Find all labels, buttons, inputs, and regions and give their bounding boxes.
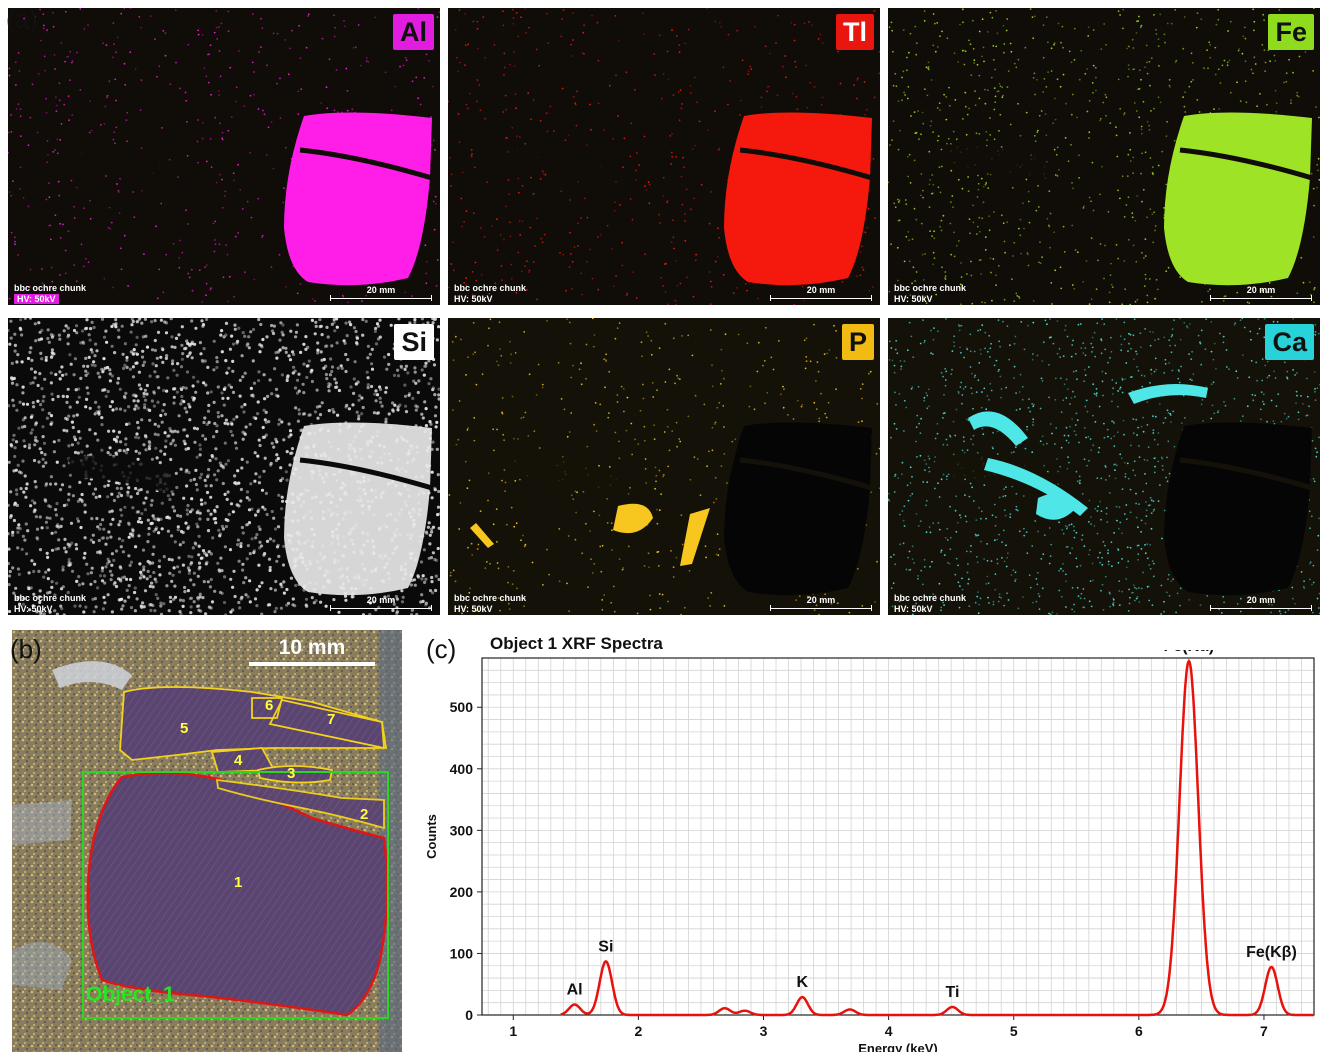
sample-name: bbc ochre chunk bbox=[894, 283, 967, 293]
region-label-1: 1 bbox=[234, 874, 243, 891]
scale-bar-label: 10 mm bbox=[278, 636, 346, 659]
region-label-3: 3 bbox=[287, 765, 296, 782]
map-scale-bar bbox=[1210, 605, 1312, 611]
peak-label: Al bbox=[567, 982, 583, 999]
map-scale-label: 20 mm bbox=[806, 285, 836, 295]
element-map-si: Si bbc ochre chunk HV: 50kV 20 mm bbox=[8, 318, 440, 615]
sample-name: bbc ochre chunk bbox=[894, 593, 967, 603]
x-tick-label: 3 bbox=[760, 1023, 768, 1039]
voltage-label: HV: 50kV bbox=[454, 294, 493, 304]
map-scale-bar bbox=[330, 605, 432, 611]
y-tick-label: 200 bbox=[450, 884, 474, 900]
panel-c-letter: (c) bbox=[426, 634, 457, 664]
roi-label: Object_1 bbox=[86, 983, 175, 1006]
photo-drawing bbox=[12, 630, 402, 1052]
voltage-label: HV: 50kV bbox=[894, 294, 933, 304]
element-map-drawing bbox=[8, 8, 440, 305]
peak-label: Ti bbox=[945, 984, 959, 1001]
voltage-label: HV: 50kV bbox=[894, 604, 933, 614]
y-tick-label: 0 bbox=[465, 1007, 473, 1023]
peak-label: Si bbox=[598, 938, 613, 955]
xrf-spectrum-chart: 0 100 200 300 400 500 1 2 3 4 5 6 7 Energy (keV) Count… bbox=[424, 650, 1315, 1052]
voltage-label: HV: 50kV bbox=[454, 604, 493, 614]
x-tick-label: 6 bbox=[1135, 1023, 1143, 1039]
region-label-7: 7 bbox=[327, 711, 336, 728]
element-map-al: Al bbc ochre chunk HV: 50kV 20 mm bbox=[8, 8, 440, 305]
map-scale-label: 20 mm bbox=[1246, 595, 1276, 605]
element-map-drawing bbox=[448, 318, 880, 615]
map-scale-bar bbox=[770, 605, 872, 611]
element-map-tl: Tl bbc ochre chunk HV: 50kV 20 mm bbox=[448, 8, 880, 305]
map-scale-label: 20 mm bbox=[366, 595, 396, 605]
element-badge: Al bbox=[393, 14, 434, 50]
element-map-ca: Ca bbc ochre chunk HV: 50kV 20 mm bbox=[888, 318, 1320, 615]
voltage-label: HV: 50kV bbox=[14, 294, 59, 304]
region-label-6: 6 bbox=[265, 697, 274, 714]
spectrum-line bbox=[560, 659, 1314, 1017]
panel-a-letter: (a) bbox=[6, 4, 38, 34]
voltage-label: HV: 50kV bbox=[14, 604, 53, 614]
y-tick-label: 300 bbox=[450, 822, 474, 838]
x-tick-label: 7 bbox=[1260, 1023, 1268, 1039]
map-scale-label: 20 mm bbox=[366, 285, 396, 295]
element-badge: Si bbox=[394, 324, 434, 360]
element-map-drawing bbox=[888, 318, 1320, 615]
sample-name: bbc ochre chunk bbox=[14, 593, 87, 603]
map-scale-bar bbox=[770, 295, 872, 301]
map-scale-bar bbox=[330, 295, 432, 301]
element-map-drawing bbox=[448, 8, 880, 305]
map-scale-label: 20 mm bbox=[806, 595, 836, 605]
x-tick-label: 4 bbox=[885, 1023, 893, 1039]
element-badge: Fe bbox=[1268, 14, 1314, 50]
chart-title: Object 1 XRF Spectra bbox=[490, 634, 663, 653]
element-badge: Tl bbox=[836, 14, 874, 50]
element-map-drawing bbox=[888, 8, 1320, 305]
region-label-4: 4 bbox=[234, 752, 243, 769]
region-label-2: 2 bbox=[360, 806, 369, 823]
element-badge: Ca bbox=[1265, 324, 1314, 360]
panel-b-letter: (b) bbox=[10, 634, 42, 664]
x-tick-label: 1 bbox=[509, 1023, 517, 1039]
y-axis-label: Counts bbox=[424, 814, 439, 859]
sample-name: bbc ochre chunk bbox=[14, 283, 87, 293]
y-tick-label: 100 bbox=[450, 945, 474, 961]
peak-label: Fe(Kβ) bbox=[1246, 944, 1297, 961]
x-tick-label: 2 bbox=[634, 1023, 642, 1039]
sample-name: bbc ochre chunk bbox=[454, 283, 527, 293]
map-scale-bar bbox=[1210, 295, 1312, 301]
scale-bar bbox=[249, 662, 375, 666]
element-badge: P bbox=[841, 324, 874, 360]
sample-name: bbc ochre chunk bbox=[454, 593, 527, 603]
region-label-5: 5 bbox=[180, 720, 189, 737]
element-map-drawing bbox=[8, 318, 440, 615]
sample-photo bbox=[12, 630, 402, 1052]
x-tick-label: 5 bbox=[1010, 1023, 1018, 1039]
y-tick-label: 500 bbox=[450, 699, 474, 715]
y-tick-label: 400 bbox=[450, 761, 474, 777]
peak-label: K bbox=[797, 974, 809, 991]
map-scale-label: 20 mm bbox=[1246, 285, 1276, 295]
peak-label: Fe(Kα) bbox=[1164, 650, 1215, 655]
x-axis-label: Energy (keV) bbox=[858, 1041, 937, 1052]
element-map-fe: Fe bbc ochre chunk HV: 50kV 20 mm bbox=[888, 8, 1320, 305]
